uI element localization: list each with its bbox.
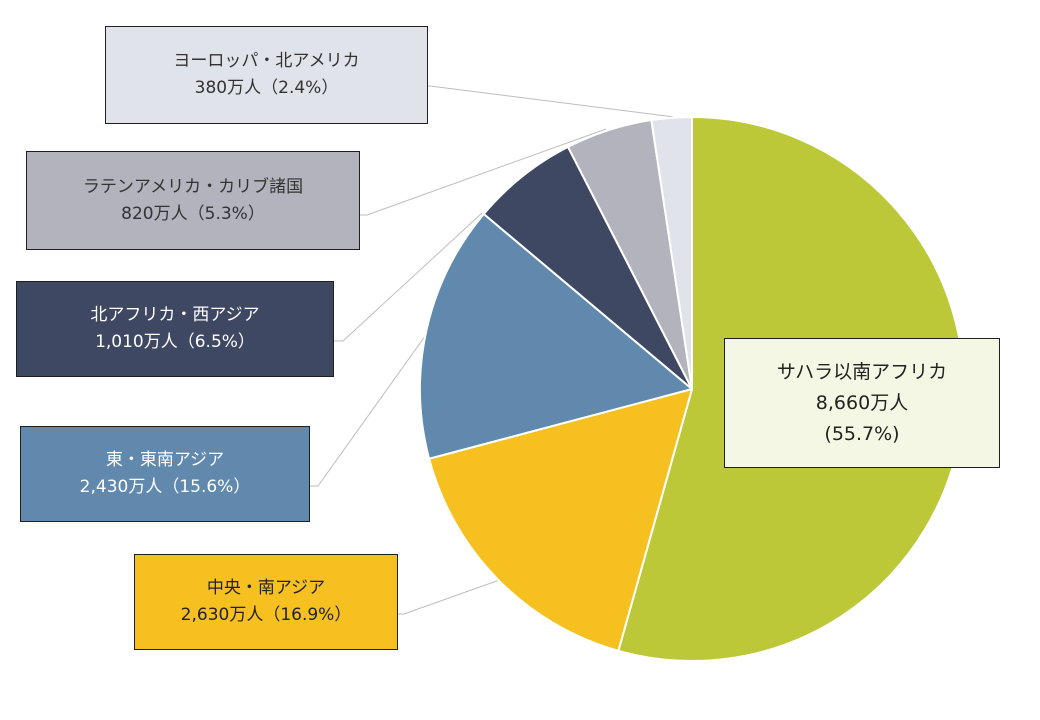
label-value: 8,660万人 bbox=[815, 391, 909, 414]
label-value: 2,630万人 bbox=[180, 605, 264, 625]
label-east-southeast-asia: 東・東南アジア 2,430万人（15.6%） bbox=[20, 426, 310, 522]
label-region: ラテンアメリカ・カリブ諸国 bbox=[82, 176, 304, 197]
leader-line-europe-north-america bbox=[428, 85, 675, 118]
leader-lines bbox=[310, 85, 675, 615]
label-value: 1,010万人 bbox=[95, 332, 178, 352]
label-percent: (55.7%) bbox=[824, 422, 900, 445]
label-sub-saharan-africa: サハラ以南アフリカ 8,660万人 (55.7%) bbox=[724, 338, 1000, 468]
label-region: 中央・南アジア bbox=[206, 578, 326, 598]
label-region: 北アフリカ・西アジア bbox=[90, 305, 260, 325]
label-value: 380万人 bbox=[194, 78, 262, 98]
label-percent: （16.9%） bbox=[263, 605, 352, 625]
label-central-south-asia: 中央・南アジア 2,630万人（16.9%） bbox=[134, 554, 398, 650]
label-percent: （6.5%） bbox=[177, 332, 255, 352]
label-percent: （2.4%） bbox=[261, 78, 339, 98]
label-value: 820万人 bbox=[121, 203, 188, 224]
leader-line-latin-america-caribbean bbox=[360, 128, 607, 216]
pie-slice-east-southeast-asia bbox=[419, 212, 693, 460]
label-region: ヨーロッパ・北アメリカ bbox=[173, 51, 360, 71]
label-region: サハラ以南アフリカ bbox=[776, 360, 948, 383]
pie-slice-central-south-asia bbox=[428, 388, 693, 652]
leader-line-east-southeast-asia bbox=[310, 331, 429, 487]
label-north-africa-west-asia: 北アフリカ・西アジア 1,010万人（6.5%） bbox=[16, 281, 334, 377]
leader-line-central-south-asia bbox=[398, 577, 506, 615]
label-europe-north-america: ヨーロッパ・北アメリカ 380万人（2.4%） bbox=[105, 26, 428, 124]
label-region: 東・東南アジア bbox=[105, 450, 225, 470]
label-latin-america-caribbean: ラテンアメリカ・カリブ諸国 820万人（5.3%） bbox=[26, 151, 360, 250]
label-value: 2,430万人 bbox=[79, 477, 163, 497]
pie-slice-europe-north-america bbox=[650, 116, 693, 390]
label-percent: （15.6%） bbox=[162, 477, 251, 497]
label-percent: （5.3%） bbox=[187, 203, 265, 224]
leader-line-north-africa-west-asia bbox=[334, 212, 483, 342]
